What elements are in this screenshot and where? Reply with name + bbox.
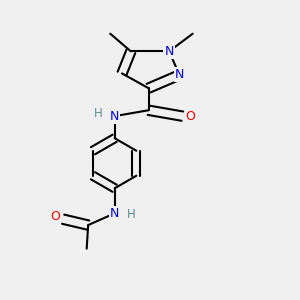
Text: N: N <box>164 45 174 58</box>
Text: O: O <box>50 210 60 223</box>
Text: N: N <box>110 207 119 220</box>
Text: N: N <box>110 110 119 123</box>
Text: H: H <box>127 208 135 221</box>
Text: O: O <box>186 110 196 123</box>
Text: H: H <box>94 107 103 120</box>
Text: N: N <box>175 68 184 81</box>
